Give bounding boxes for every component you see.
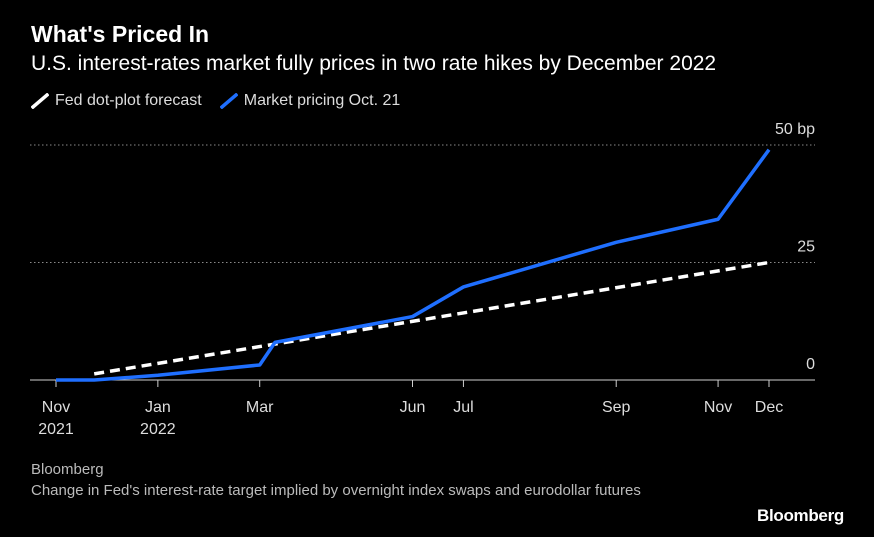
chart-subtitle: U.S. interest-rates market fully prices …: [31, 52, 717, 75]
x-tick-label-0: Nov: [42, 399, 70, 416]
series-line-dotplot: [93, 260, 770, 376]
legend-swatch-solid-icon: [219, 93, 238, 109]
legend-label-market: Market pricing Oct. 21: [243, 92, 401, 109]
x-tick-label-5: Sep: [602, 399, 631, 416]
legend-swatch-dashed-icon: [31, 93, 49, 109]
x-tick-label-7: Dec: [755, 399, 783, 416]
x-tick-label-1: Jan: [145, 399, 171, 416]
chart-title: What's Priced In: [31, 21, 210, 47]
legend-label-dotplot: Fed dot-plot forecast: [55, 92, 202, 109]
x-tick-label-2: Mar: [246, 399, 274, 416]
x-tick-label-4: Jul: [453, 399, 473, 416]
x-tick-label-6: Nov: [704, 399, 732, 416]
y-tick-label-50: 50 bp: [775, 121, 815, 138]
y-tick-label-0: 0: [806, 356, 815, 373]
y-tick-label-25: 25: [797, 239, 815, 256]
bloomberg-logo: Bloomberg: [756, 506, 844, 525]
legend: Fed dot-plot forecast Market pricing Oct…: [31, 92, 418, 110]
x-tick-sublabel-1: 2022: [140, 421, 176, 438]
source-text: Bloomberg: [31, 461, 104, 478]
x-tick-sublabel-0: 2021: [38, 421, 74, 438]
chart-note: Change in Fed's interest-rate target imp…: [31, 482, 641, 499]
legend-item-dotplot: Fed dot-plot forecast: [31, 92, 202, 110]
series-line-market: [56, 148, 771, 382]
legend-item-market: Market pricing Oct. 21: [219, 92, 401, 110]
x-tick-label-3: Jun: [400, 399, 426, 416]
